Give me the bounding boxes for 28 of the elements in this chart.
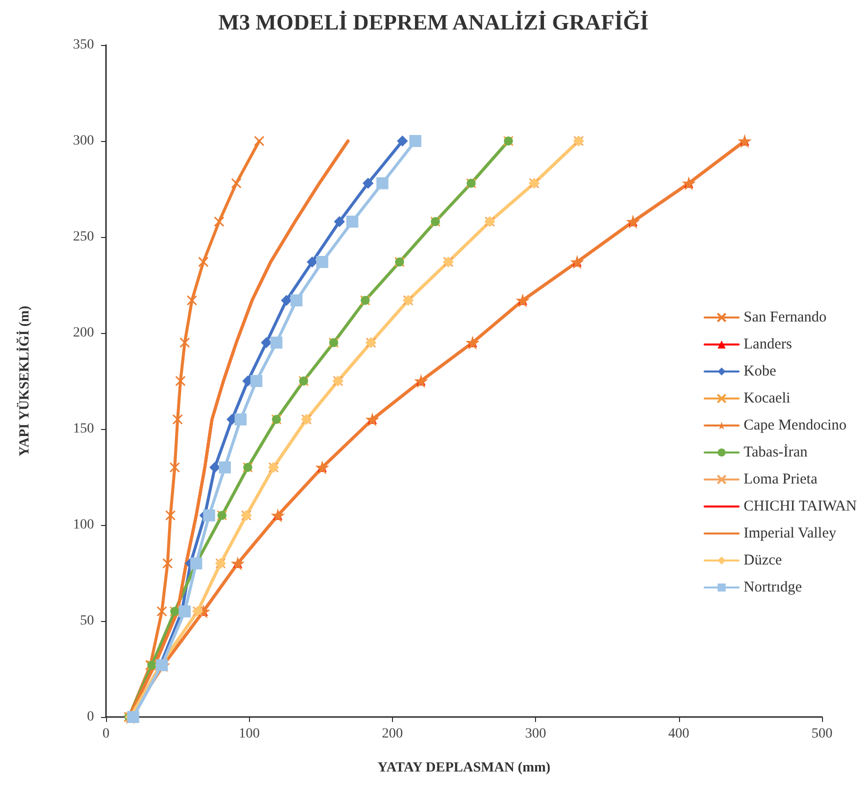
y-tick-label: 200 bbox=[73, 326, 94, 340]
x-tick-label: 200 bbox=[382, 726, 403, 742]
y-tick-label: 50 bbox=[80, 614, 94, 628]
y-tick-label: 0 bbox=[87, 710, 94, 724]
legend-label: Nortrıdge bbox=[744, 580, 802, 596]
y-tick-label: 100 bbox=[73, 518, 94, 532]
legend-label: Loma Prieta bbox=[744, 472, 818, 488]
legend-label: Imperial Valley bbox=[744, 526, 837, 542]
legend-label: Landers bbox=[744, 336, 792, 352]
y-tick-label: 350 bbox=[73, 38, 94, 52]
x-axis-title: YATAY DEPLASMAN (mm) bbox=[378, 760, 551, 776]
legend-label: Cape Mendocino bbox=[744, 418, 847, 434]
legend-label: Düzce bbox=[744, 552, 782, 568]
y-tick-label: 300 bbox=[73, 134, 94, 148]
x-tick-label: 300 bbox=[525, 726, 546, 742]
y-tick-label: 150 bbox=[73, 422, 94, 436]
chart-title: M3 MODELİ DEPREM ANALİZİ GRAFİĞİ bbox=[218, 10, 649, 34]
x-tick-label: 100 bbox=[238, 726, 260, 742]
x-tick-label: 0 bbox=[102, 726, 110, 742]
legend-label: Kobe bbox=[744, 364, 776, 380]
x-tick-label: 400 bbox=[668, 726, 690, 742]
legend-label: Tabas-İran bbox=[744, 444, 808, 460]
legend-label: CHICHI TAIWAN bbox=[744, 498, 857, 514]
x-tick-label: 500 bbox=[812, 726, 832, 742]
legend-label: Kocaeli bbox=[744, 390, 790, 406]
legend-label: San Fernando bbox=[744, 310, 827, 326]
y-tick-label: 250 bbox=[73, 230, 94, 244]
y-axis-title: YAPI YÜKSEKLİĞİ (m) bbox=[16, 305, 32, 456]
